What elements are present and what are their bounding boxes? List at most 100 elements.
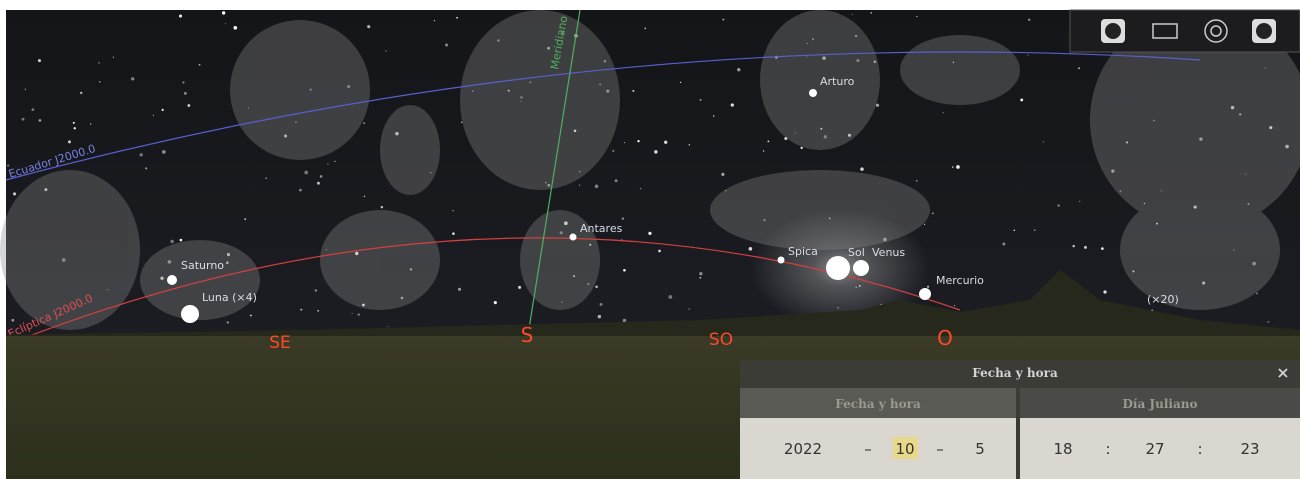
separator: : <box>1105 440 1110 458</box>
star <box>131 77 134 80</box>
star <box>31 108 34 111</box>
icon <box>1256 23 1272 39</box>
minute-field[interactable]: 27 <box>1145 440 1164 458</box>
star <box>445 44 448 47</box>
star <box>456 17 458 19</box>
second-field[interactable]: 23 <box>1240 440 1259 458</box>
star <box>187 104 190 107</box>
star <box>182 81 184 83</box>
star <box>315 289 317 291</box>
star <box>1027 54 1028 55</box>
star <box>632 90 634 92</box>
star <box>80 92 82 94</box>
day-field[interactable]: 5 <box>975 440 985 458</box>
star <box>579 185 580 186</box>
star <box>778 257 785 264</box>
star <box>860 167 864 171</box>
star <box>387 326 388 327</box>
star <box>1079 201 1080 202</box>
dialog-title: Fecha y hora <box>972 366 1058 380</box>
star <box>317 310 319 312</box>
star <box>7 164 9 166</box>
star <box>927 286 929 288</box>
star <box>90 123 92 125</box>
cardinal-point: S <box>521 323 534 347</box>
star <box>68 140 71 143</box>
star <box>700 99 702 101</box>
star <box>932 212 934 214</box>
star <box>13 192 16 195</box>
star <box>367 25 370 28</box>
star <box>179 14 182 17</box>
star <box>458 288 461 291</box>
star <box>952 166 954 168</box>
star <box>1256 293 1258 295</box>
star <box>598 315 601 318</box>
star <box>1002 243 1005 246</box>
object-label: (×20) <box>1147 293 1179 306</box>
cardinal-point: SO <box>709 330 733 350</box>
star <box>170 240 173 243</box>
star <box>648 232 651 235</box>
star <box>73 122 75 124</box>
close-button[interactable]: × <box>1276 363 1289 382</box>
star <box>304 171 308 175</box>
star <box>113 57 114 58</box>
star <box>689 144 690 145</box>
star <box>644 28 646 30</box>
star <box>870 12 872 14</box>
star <box>595 285 598 288</box>
star <box>680 82 681 83</box>
star <box>1034 229 1035 230</box>
cardinal-point: SE <box>269 333 291 353</box>
toolbar <box>1070 10 1300 52</box>
star <box>1103 290 1106 293</box>
object-label: Saturno <box>181 259 224 272</box>
moon <box>181 305 199 323</box>
star <box>225 23 226 24</box>
hour-field[interactable]: 18 <box>1053 440 1072 458</box>
star <box>852 14 853 15</box>
star <box>300 309 302 311</box>
star <box>74 127 76 129</box>
star <box>595 185 599 189</box>
star <box>713 115 714 116</box>
object-label: Arturo <box>820 75 855 88</box>
star <box>658 250 661 253</box>
star <box>956 165 960 169</box>
star <box>327 164 328 165</box>
star <box>334 161 335 162</box>
star <box>180 239 183 242</box>
star <box>600 303 603 306</box>
star <box>640 188 641 189</box>
star <box>924 224 925 225</box>
date-time-dialog: Fecha y hora × Fecha y hora Día Juliano … <box>740 360 1300 479</box>
object-label: Spica <box>788 245 818 258</box>
star <box>954 305 955 306</box>
star <box>25 89 26 90</box>
star <box>358 313 360 315</box>
star <box>317 182 320 185</box>
year-field[interactable]: 2022 <box>784 440 822 458</box>
object-label: Luna (×4) <box>202 291 257 304</box>
planet <box>853 260 869 276</box>
star <box>664 141 667 144</box>
star <box>494 301 497 304</box>
star <box>244 218 246 220</box>
star <box>1014 230 1016 232</box>
star <box>381 206 384 209</box>
star <box>699 277 701 279</box>
star <box>654 150 657 153</box>
star <box>233 26 237 30</box>
star <box>227 321 229 323</box>
star <box>145 167 147 169</box>
star <box>763 150 764 151</box>
star <box>916 16 917 17</box>
month-field[interactable]: 10 <box>895 440 914 458</box>
star <box>162 109 164 111</box>
separator: : <box>1197 440 1202 458</box>
star <box>689 308 690 309</box>
stellarium-view: Meridiano Ecuador J2000.0 Eclíptica J200… <box>0 0 1300 479</box>
star <box>767 141 769 143</box>
star <box>1268 321 1270 323</box>
